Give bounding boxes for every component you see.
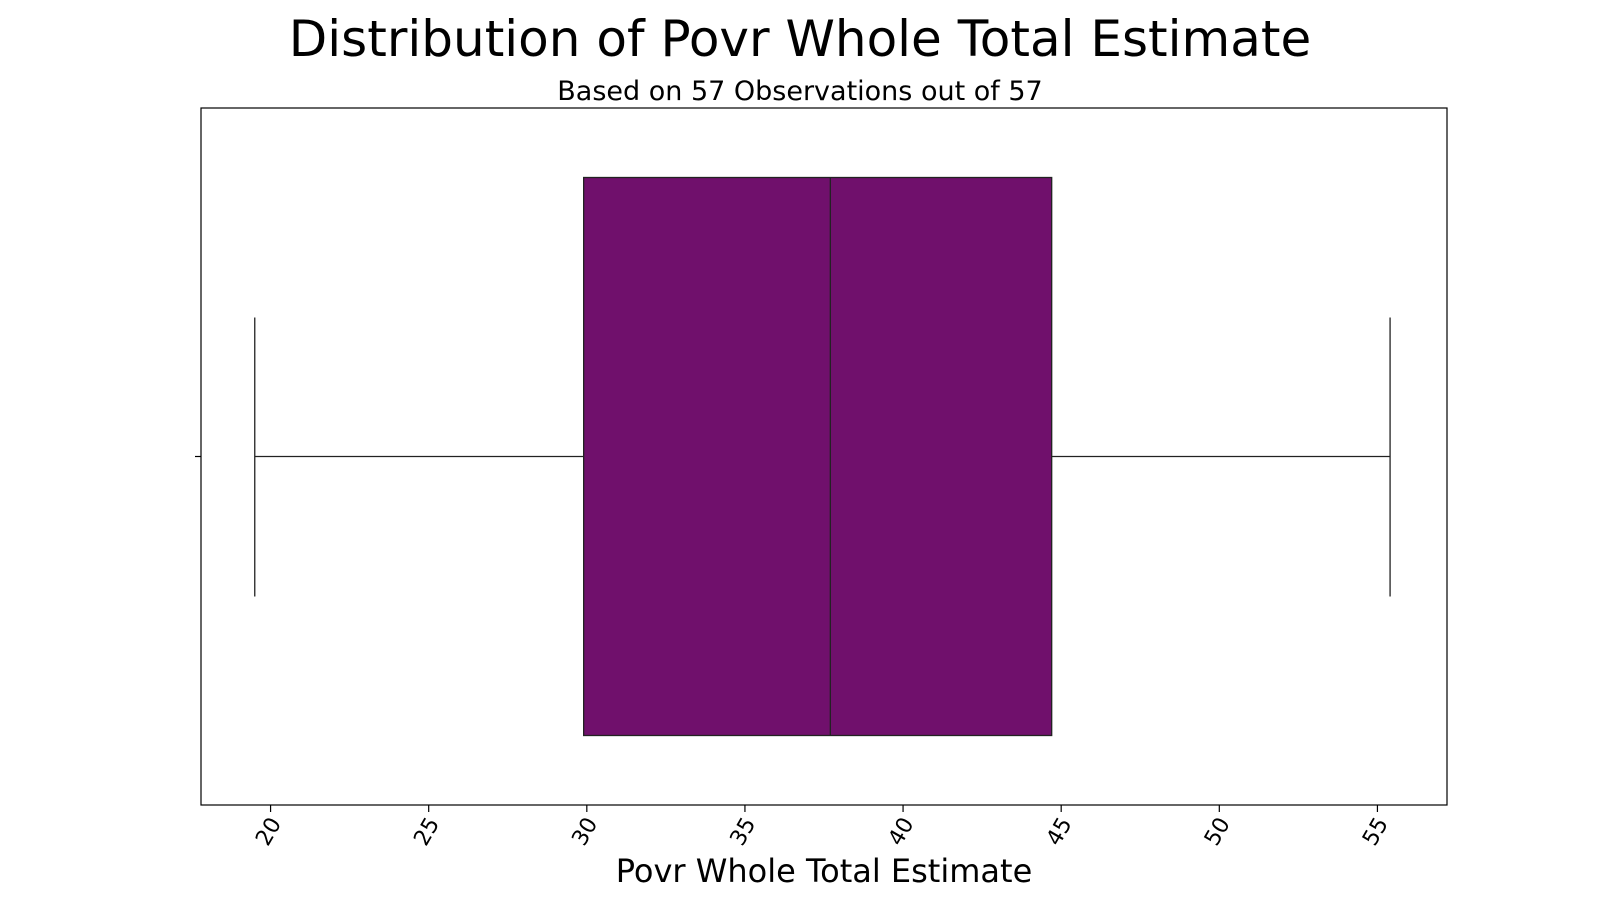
chart-subtitle: Based on 57 Observations out of 57 bbox=[557, 76, 1042, 107]
x-axis-ticks: 20 25 30 35 40 45 50 55 bbox=[251, 805, 1394, 850]
x-tick-label: 45 bbox=[1042, 814, 1078, 851]
x-axis-label: Povr Whole Total Estimate bbox=[616, 852, 1033, 890]
chart-title: Distribution of Povr Whole Total Estimat… bbox=[289, 10, 1311, 68]
x-tick-label: 20 bbox=[251, 814, 287, 851]
box-plot bbox=[254, 176, 1391, 737]
x-tick-label: 40 bbox=[884, 814, 920, 851]
x-tick-label: 25 bbox=[409, 814, 445, 851]
x-tick-label: 55 bbox=[1358, 814, 1394, 851]
x-tick-label: 30 bbox=[568, 814, 604, 851]
x-tick-label: 50 bbox=[1200, 814, 1236, 851]
x-tick-label: 35 bbox=[726, 814, 762, 851]
iqr-box bbox=[583, 176, 1053, 737]
